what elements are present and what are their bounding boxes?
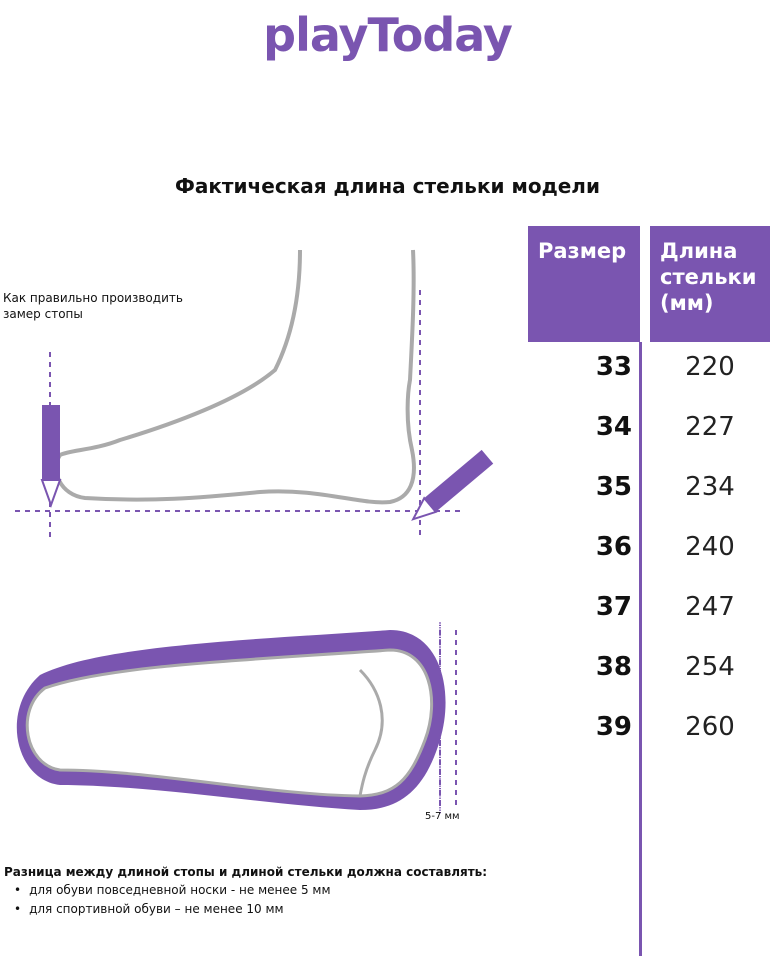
header-size: Размер [528,226,640,342]
note-heading: Разница между длиной стопы и длиной стел… [4,865,488,879]
length-cell: 234 [685,472,735,502]
header-length: Длина стельки (мм) [650,226,770,342]
size-cell: 38 [595,652,632,682]
length-cell: 227 [685,412,735,442]
length-cell: 254 [685,652,735,682]
note: Разница между длиной стопы и длиной стел… [4,865,487,921]
pencil-icon [40,405,62,508]
note-item: для обуви повседневной носки - не менее … [14,883,487,897]
note-item: для спортивной обуви – не менее 10 мм [14,902,487,916]
size-cell: 34 [595,412,632,442]
length-cell: 220 [685,352,735,382]
logo: playToday [263,8,513,62]
pencil-icon [411,449,494,521]
insole-illustration [16,622,457,815]
foot-side-illustration [15,249,494,540]
size-cell: 35 [595,472,632,502]
size-cell: 33 [595,352,632,382]
length-cell: 240 [685,532,735,562]
table-divider [639,342,642,956]
size-cell: 39 [595,712,632,742]
size-cell: 37 [595,592,632,622]
instruction-text: Как правильно производить замер стопы [3,291,183,321]
size-cell: 36 [595,532,632,562]
length-cell: 260 [685,712,735,742]
length-cell: 247 [685,592,735,622]
gap-label: 5-7 мм [425,811,460,822]
page-title: Фактическая длина стельки модели [175,174,600,198]
